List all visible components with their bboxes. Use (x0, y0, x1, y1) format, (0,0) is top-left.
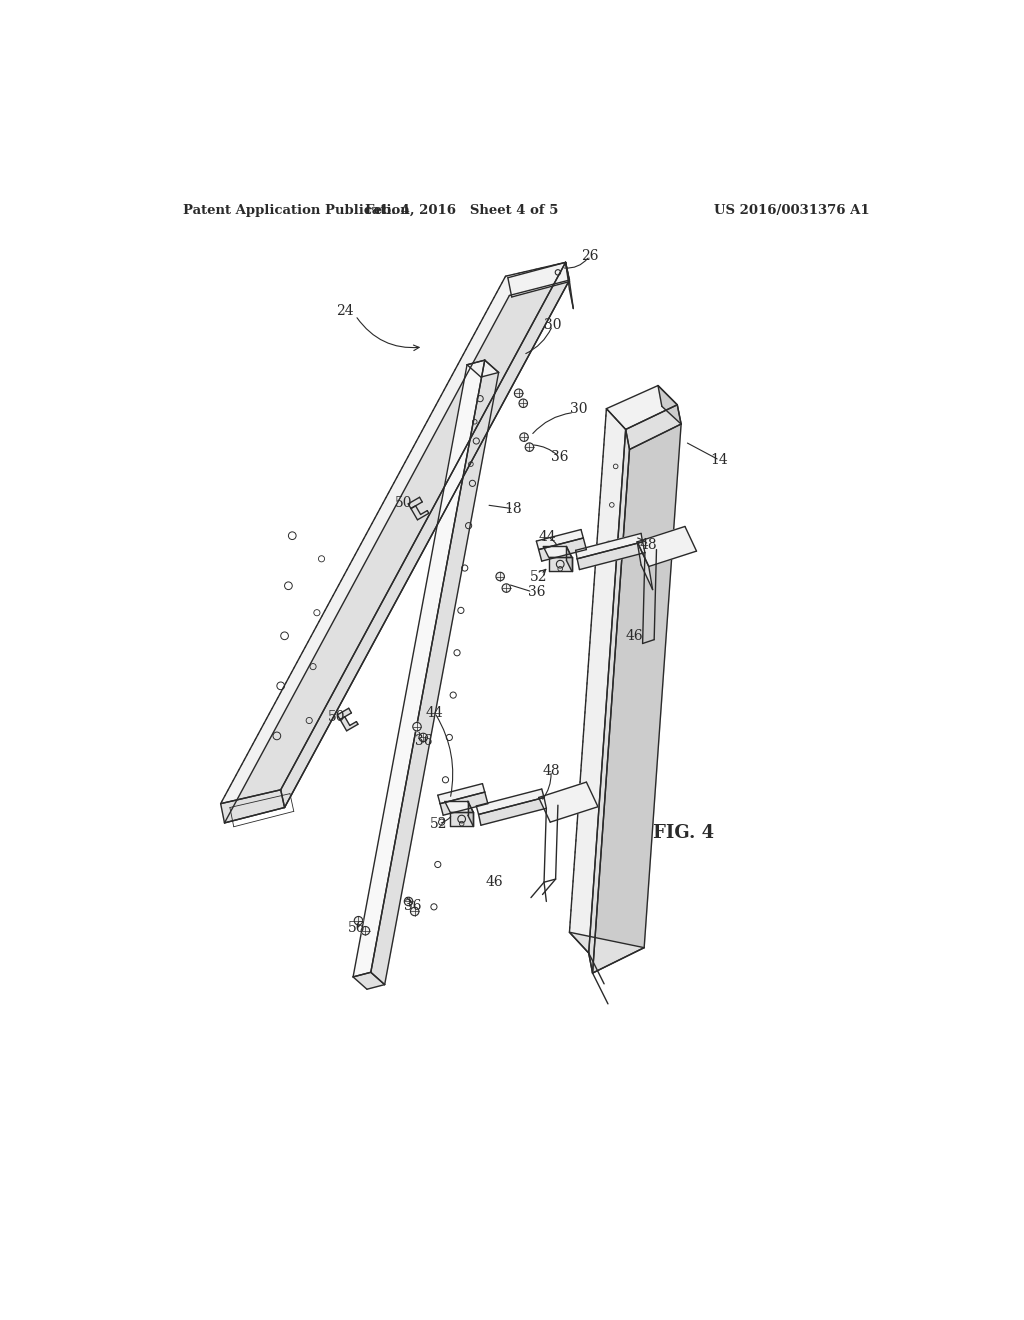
Polygon shape (569, 409, 626, 953)
Circle shape (419, 733, 427, 742)
Circle shape (413, 722, 421, 731)
Text: 46: 46 (485, 875, 503, 890)
Circle shape (514, 389, 523, 397)
Text: 52: 52 (430, 817, 447, 830)
Polygon shape (575, 533, 643, 558)
Circle shape (354, 916, 362, 925)
Polygon shape (569, 932, 644, 973)
Polygon shape (444, 801, 473, 812)
Polygon shape (478, 797, 547, 825)
Polygon shape (451, 812, 473, 826)
Polygon shape (409, 498, 422, 508)
Polygon shape (606, 385, 677, 429)
Text: 44: 44 (539, 531, 557, 544)
Polygon shape (353, 360, 484, 977)
Circle shape (502, 583, 511, 593)
Polygon shape (340, 717, 358, 731)
Text: 52: 52 (529, 569, 548, 583)
Polygon shape (566, 546, 571, 572)
Polygon shape (593, 424, 681, 973)
Polygon shape (440, 792, 487, 816)
Text: 14: 14 (711, 453, 728, 467)
Text: 48: 48 (542, 763, 560, 777)
Polygon shape (565, 263, 573, 309)
Circle shape (404, 898, 413, 906)
Circle shape (520, 433, 528, 441)
Polygon shape (281, 263, 569, 808)
Polygon shape (589, 429, 630, 973)
Polygon shape (537, 529, 584, 549)
Circle shape (496, 573, 505, 581)
Polygon shape (658, 385, 681, 424)
Polygon shape (637, 527, 696, 566)
Text: FIG. 4: FIG. 4 (653, 824, 714, 842)
Text: US 2016/0031376 A1: US 2016/0031376 A1 (714, 205, 869, 218)
Polygon shape (637, 543, 652, 590)
Text: 36: 36 (404, 899, 422, 913)
Polygon shape (626, 405, 681, 449)
Text: 56: 56 (347, 921, 365, 936)
Polygon shape (224, 280, 569, 822)
Text: 26: 26 (581, 249, 598, 263)
Circle shape (411, 907, 419, 916)
Text: 36: 36 (551, 450, 568, 465)
Circle shape (361, 927, 370, 935)
Polygon shape (544, 546, 571, 557)
Polygon shape (539, 781, 598, 822)
Circle shape (519, 399, 527, 408)
Text: 30: 30 (544, 318, 561, 333)
Polygon shape (411, 506, 429, 520)
Text: Feb. 4, 2016   Sheet 4 of 5: Feb. 4, 2016 Sheet 4 of 5 (365, 205, 558, 218)
Text: 24: 24 (336, 304, 353, 318)
Polygon shape (467, 360, 499, 378)
Text: 18: 18 (505, 502, 522, 516)
Polygon shape (220, 263, 565, 804)
Polygon shape (549, 557, 571, 572)
Polygon shape (220, 789, 285, 822)
Polygon shape (337, 709, 351, 719)
Text: 48: 48 (640, 539, 657, 552)
Polygon shape (578, 543, 645, 570)
Polygon shape (353, 973, 385, 989)
Text: 46: 46 (626, 628, 643, 643)
Text: 44: 44 (426, 706, 443, 719)
Text: 30: 30 (570, 401, 588, 416)
Polygon shape (476, 789, 544, 814)
Polygon shape (508, 263, 569, 297)
Text: 50: 50 (395, 495, 413, 510)
Text: 50: 50 (328, 710, 345, 725)
Polygon shape (371, 360, 499, 985)
Polygon shape (468, 801, 473, 826)
Text: 36: 36 (415, 734, 433, 748)
Polygon shape (438, 784, 484, 804)
Polygon shape (539, 539, 587, 561)
Text: Patent Application Publication: Patent Application Publication (183, 205, 410, 218)
Text: 36: 36 (528, 585, 546, 599)
Circle shape (525, 444, 534, 451)
